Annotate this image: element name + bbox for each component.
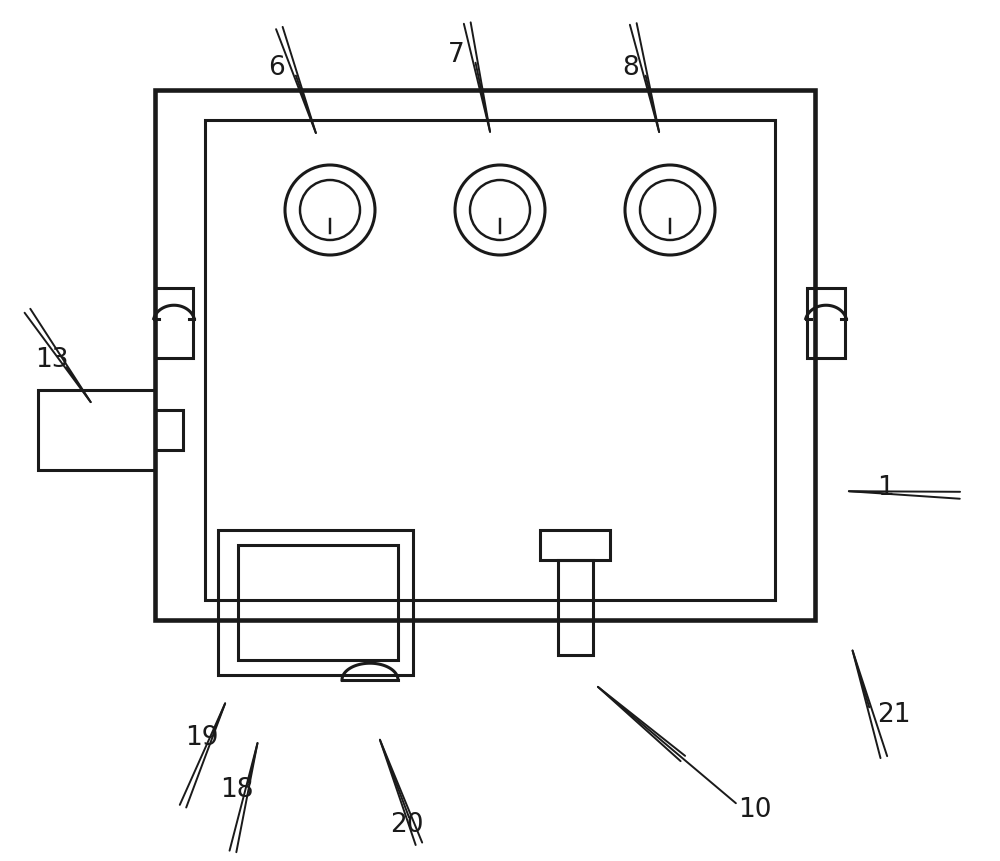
Bar (218, 530, 413, 675)
Text: 7: 7 (448, 42, 465, 68)
Bar (540, 530, 610, 560)
Bar (155, 288, 193, 358)
Bar (155, 90, 815, 620)
Bar (155, 410, 183, 450)
Bar (38, 390, 155, 470)
Text: 10: 10 (738, 797, 772, 823)
Text: 13: 13 (35, 347, 68, 373)
Text: 6: 6 (268, 55, 285, 81)
Bar (238, 545, 398, 660)
Bar (807, 288, 845, 358)
Bar (558, 560, 593, 655)
Text: 1: 1 (877, 475, 894, 501)
Text: 19: 19 (185, 725, 218, 751)
Bar (205, 120, 775, 600)
Text: 21: 21 (877, 702, 910, 728)
Text: 18: 18 (220, 777, 254, 803)
Text: 20: 20 (390, 812, 424, 838)
Text: 8: 8 (622, 55, 639, 81)
